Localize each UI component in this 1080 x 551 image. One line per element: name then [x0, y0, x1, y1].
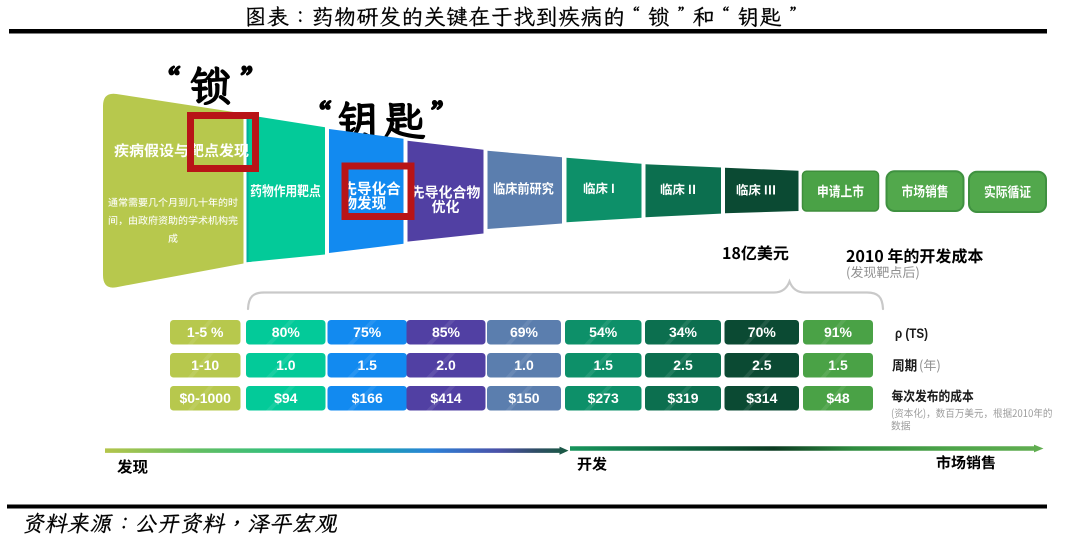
svg-text:ρ (TS): ρ (TS): [895, 325, 928, 341]
svg-text:2.5: 2.5: [673, 357, 693, 373]
svg-text:$150: $150: [508, 390, 539, 406]
svg-text:85%: 85%: [432, 324, 461, 340]
svg-text:69%: 69%: [510, 324, 539, 340]
svg-text:$319: $319: [667, 390, 698, 406]
svg-text:1-10: 1-10: [191, 357, 219, 373]
svg-text:34%: 34%: [669, 324, 698, 340]
svg-text:$273: $273: [588, 390, 619, 406]
svg-text:1.5: 1.5: [828, 357, 848, 373]
svg-text:80%: 80%: [272, 324, 301, 340]
svg-text:2.5: 2.5: [752, 357, 772, 373]
svg-text:1.0: 1.0: [276, 357, 296, 373]
svg-text:$48: $48: [826, 390, 850, 406]
svg-text:75%: 75%: [353, 324, 382, 340]
svg-text:$166: $166: [352, 390, 383, 406]
svg-text:70%: 70%: [748, 324, 777, 340]
svg-text:1.0: 1.0: [514, 357, 534, 373]
svg-text:54%: 54%: [589, 324, 618, 340]
svg-text:$414: $414: [430, 390, 461, 406]
svg-text:$94: $94: [274, 390, 298, 406]
svg-text:1-5 %: 1-5 %: [187, 324, 224, 340]
svg-text:$314: $314: [746, 390, 777, 406]
svg-text:1.5: 1.5: [593, 357, 613, 373]
svg-text:91%: 91%: [824, 324, 853, 340]
svg-text:$0-1000: $0-1000: [180, 390, 232, 406]
svg-text:2.0: 2.0: [436, 357, 456, 373]
svg-text:1.5: 1.5: [357, 357, 377, 373]
